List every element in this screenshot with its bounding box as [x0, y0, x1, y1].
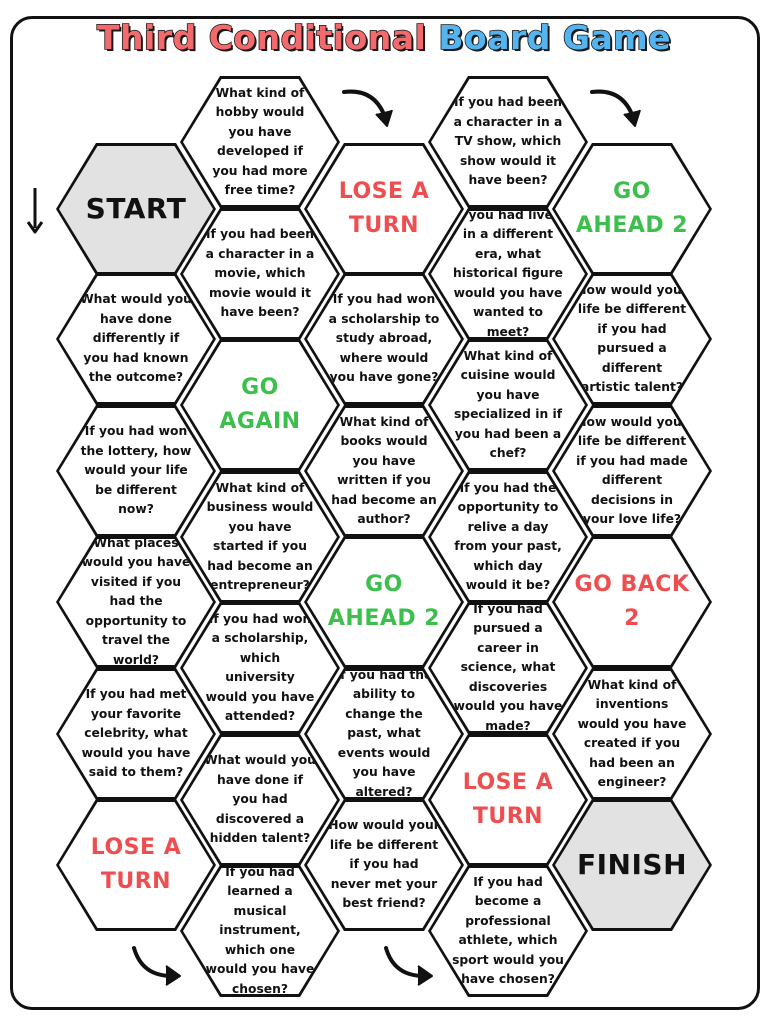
- board-space[interactable]: What kind of inventions would you have c…: [552, 668, 712, 800]
- curved-arrow-icon: [132, 946, 181, 986]
- action-label: LOSE A TURN: [90, 835, 182, 894]
- question-text: How would your life be different if you …: [576, 282, 688, 395]
- page-title: Third Conditional Board Game: [0, 17, 768, 58]
- finish-label: FINISH: [577, 848, 687, 881]
- question-text: What places would you have visited if yo…: [81, 535, 191, 667]
- finish-space[interactable]: FINISH: [552, 799, 712, 931]
- question-text: If you had lived in a different era, wha…: [452, 207, 564, 339]
- action-label: LOSE A TURN: [462, 770, 554, 829]
- board-space[interactable]: If you had become a professional athlete…: [428, 865, 588, 997]
- question-text: What would you have done if you had disc…: [204, 753, 316, 846]
- title-part-red: Third Conditional: [96, 17, 427, 58]
- question-text: What kind of hobby would you have develo…: [212, 85, 308, 198]
- curved-arrow-icon: [590, 89, 641, 127]
- action-label: GO AHEAD 2: [327, 572, 441, 631]
- curved-arrow-icon: [342, 89, 393, 127]
- question-text: What kind of cuisine would you have spec…: [453, 348, 563, 461]
- go-ahead-space[interactable]: GO AHEAD 2: [552, 143, 712, 275]
- action-label: GO AGAIN: [219, 375, 301, 434]
- question-text: If you had met your favorite celebrity, …: [81, 687, 191, 780]
- start-label: START: [85, 192, 187, 225]
- arrow-down-icon: [26, 188, 44, 234]
- question-text: What would you have done differently if …: [80, 292, 192, 385]
- action-label: LOSE A TURN: [338, 179, 430, 238]
- question-text: If you had been a character in a TV show…: [453, 95, 563, 188]
- question-text: If you had the ability to change the pas…: [335, 667, 433, 799]
- question-text: If you had won a scholarship, which univ…: [205, 611, 315, 724]
- question-text: What kind of business would you have sta…: [206, 480, 314, 593]
- question-text: How would your life be different if you …: [576, 414, 688, 527]
- board-space[interactable]: If you had won the lottery, how would yo…: [56, 405, 216, 537]
- action-label: GO AHEAD 2: [575, 179, 689, 238]
- question-text: If you had learned a musical instrument,…: [205, 864, 315, 996]
- curved-arrow-icon: [384, 946, 433, 986]
- question-text: How would your life be different if you …: [328, 818, 440, 911]
- board-space[interactable]: What would you have done if you had disc…: [180, 734, 340, 866]
- question-text: If you had the opportunity to relive a d…: [454, 480, 562, 593]
- question-text: If you had been a character in a movie, …: [205, 227, 315, 320]
- question-text: What kind of books would you have writte…: [331, 414, 437, 527]
- lose-a-turn-space[interactable]: LOSE A TURN: [428, 734, 588, 866]
- question-text: What kind of inventions would you have c…: [577, 677, 687, 790]
- action-label: GO BACK 2: [574, 572, 690, 631]
- lose-a-turn-space[interactable]: LOSE A TURN: [56, 799, 216, 931]
- board-space[interactable]: How would your life be different if you …: [552, 405, 712, 537]
- question-text: If you had won the lottery, how would yo…: [80, 424, 192, 517]
- question-text: If you had won a scholarship to study ab…: [328, 292, 440, 385]
- question-text: If you had become a professional athlete…: [452, 874, 564, 987]
- go-back-space[interactable]: GO BACK 2: [552, 536, 712, 668]
- title-part-blue: Board Game: [438, 17, 672, 58]
- board-space[interactable]: If you had met your favorite celebrity, …: [56, 668, 216, 800]
- board-space[interactable]: How would your life be different if you …: [552, 273, 712, 405]
- question-text: If you had pursued a career in science, …: [453, 601, 563, 733]
